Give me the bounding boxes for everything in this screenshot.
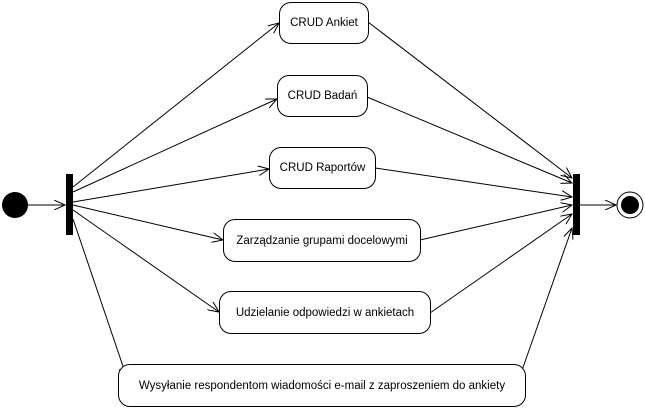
activity-crud-raportow: CRUD Raportów bbox=[269, 147, 376, 189]
activity-crud-badan: CRUD Badań bbox=[277, 75, 368, 117]
flow-wysylanie-to-join bbox=[519, 228, 572, 377]
activity-label: Udzielanie odpowiedzi w ankietach bbox=[235, 306, 415, 319]
activity-label: CRUD Badań bbox=[287, 90, 358, 102]
flow-fork-to-zarzadzanie bbox=[72, 204, 223, 240]
final-node-inner bbox=[621, 196, 639, 214]
flow-fork-to-wysylanie bbox=[72, 218, 127, 378]
flow-zarzadzanie-to-join bbox=[419, 205, 572, 241]
flow-fork-to-crud-raportow bbox=[72, 169, 269, 203]
activity-crud-ankiet: CRUD Ankiet bbox=[279, 2, 369, 44]
activity-label: Zarządzanie grupami docelowymi bbox=[236, 234, 408, 247]
activity-label: CRUD Ankiet bbox=[290, 17, 358, 29]
flow-fork-to-crud-badan bbox=[72, 99, 277, 193]
flow-crud-ankiet-to-join bbox=[367, 21, 572, 178]
activity-label: CRUD Raportów bbox=[279, 162, 366, 174]
flow-crud-badan-to-join bbox=[366, 96, 572, 183]
flow-udzielanie-to-join bbox=[429, 214, 572, 314]
flow-fork-to-crud-ankiet bbox=[72, 23, 279, 188]
flow-crud-raportow-to-join bbox=[374, 167, 572, 197]
flow-fork-to-udzielanie bbox=[72, 209, 219, 312]
fork-bar bbox=[66, 174, 73, 235]
activity-udzielanie-odpowiedzi: Udzielanie odpowiedzi w ankietach bbox=[219, 291, 431, 334]
activity-zarzadzanie-grupami: Zarządzanie grupami docelowymi bbox=[223, 219, 421, 262]
initial-node bbox=[2, 192, 28, 218]
activity-label: Wysyłanie respondentom wiadomości e-mail… bbox=[138, 379, 506, 392]
activity-wysylanie-email: Wysyłanie respondentom wiadomości e-mail… bbox=[118, 364, 526, 407]
join-bar bbox=[573, 174, 580, 235]
